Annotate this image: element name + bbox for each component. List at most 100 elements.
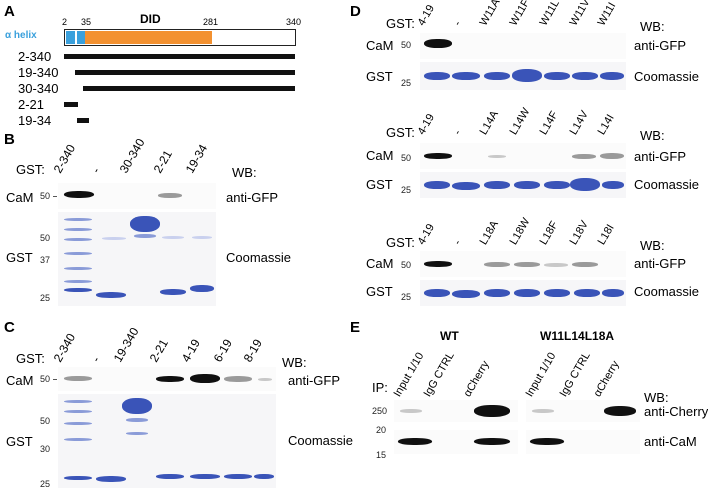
cam-band <box>424 261 452 267</box>
lane-b-5: 19-34 <box>182 141 211 176</box>
gel-band <box>122 398 152 414</box>
lane-d1-1: 4-19 <box>415 2 438 28</box>
mw-c-25: 25 <box>40 479 51 489</box>
cam-label-d3: CaM <box>366 256 394 271</box>
western-blot-c <box>58 367 276 391</box>
lane-b-3: 30-340 <box>116 136 148 176</box>
anti-gfp-label-d2: anti-GFP <box>634 149 687 164</box>
cam-band <box>474 438 510 445</box>
wt-label: WT <box>440 329 459 343</box>
gel-band <box>574 289 600 297</box>
gst-label-c: GST: <box>16 351 45 366</box>
gel-band <box>64 252 92 255</box>
gel-band <box>544 181 570 189</box>
gel-band <box>602 181 624 189</box>
cam-band <box>572 154 596 159</box>
lane-b-4: 2-21 <box>150 147 175 176</box>
mw-c-30: 30 <box>40 444 51 454</box>
lane-c-1: 2-340 <box>50 330 79 365</box>
construct-bar-2-340 <box>64 54 295 59</box>
gel-band <box>64 438 92 441</box>
gel-band <box>424 72 450 80</box>
did-label: DID <box>140 12 161 26</box>
coomassie-label-d1: Coomassie <box>634 69 700 84</box>
lane-d2-6: L14V <box>567 108 591 137</box>
mw-e-20: 20 <box>376 425 387 435</box>
lane-c-3: 19-340 <box>110 325 142 365</box>
cherry-band <box>604 406 636 416</box>
western-blot-d3 <box>420 251 626 277</box>
mw-tick <box>53 379 57 380</box>
lane-d2-1: 4-19 <box>415 111 438 137</box>
cam-band <box>484 262 510 267</box>
construct-2-340: 2-340 <box>18 49 52 64</box>
lane-e-left-2: IgG CTRL <box>421 350 457 399</box>
cam-label-d1: CaM <box>366 38 394 53</box>
blot-e-cam-mut <box>526 430 640 454</box>
gel-band <box>452 72 480 80</box>
cam-band <box>424 39 452 48</box>
wb-label-c: WB: <box>282 355 307 370</box>
lane-b-2: - <box>88 165 103 176</box>
anti-gfp-label-d3: anti-GFP <box>634 256 687 271</box>
lane-d1-5: W11L <box>537 0 562 28</box>
anti-gfp-label-d1: anti-GFP <box>634 38 687 53</box>
lane-d1-4: W11F <box>507 0 533 29</box>
mw-d3-25: 25 <box>401 292 412 302</box>
gel-band <box>570 178 600 191</box>
gel-band <box>96 476 126 482</box>
gel-band <box>190 474 220 479</box>
cam-band <box>156 376 184 382</box>
cam-band <box>158 193 182 198</box>
gel-band <box>96 292 126 298</box>
gel-band <box>162 236 184 239</box>
lane-c-7: 8-19 <box>240 336 265 365</box>
did-domain <box>85 31 212 44</box>
coomassie-gel-c <box>58 394 276 488</box>
construct-30-340: 30-340 <box>18 81 59 96</box>
gel-band <box>600 72 624 80</box>
gel-band <box>544 72 570 80</box>
panel-label-d: D <box>350 3 361 20</box>
gel-band <box>64 476 92 480</box>
coomassie-label-c: Coomassie <box>288 433 354 448</box>
lane-b-1: 2-340 <box>50 141 79 176</box>
mw-c-50-top: 50 <box>40 374 51 384</box>
lane-d3-1: 4-19 <box>415 221 438 247</box>
gst-label-b: GST: <box>16 162 45 177</box>
gel-band <box>64 238 92 241</box>
construct-bar-19-340 <box>75 70 295 75</box>
cam-band <box>398 438 432 445</box>
mw-d1-25: 25 <box>401 78 412 88</box>
construct-bar-19-34 <box>77 118 89 123</box>
lane-d2-2: - <box>451 127 464 137</box>
gel-band <box>544 289 570 297</box>
gel-band <box>64 288 92 292</box>
gel-band <box>64 400 92 403</box>
lane-e-right-2: IgG CTRL <box>557 350 593 399</box>
lane-e-left-3: αCherry <box>461 358 492 399</box>
gst-label-d3: GST: <box>386 235 415 250</box>
panel-label-c: C <box>4 319 15 336</box>
gel-band <box>64 280 92 283</box>
panel-label-e: E <box>350 319 361 336</box>
construct-19-340: 19-340 <box>18 65 59 80</box>
domain-diagram <box>64 29 296 46</box>
gst-row-label-d3: GST <box>366 284 393 299</box>
lane-d2-7: L14I <box>595 112 617 137</box>
mw-e-15: 15 <box>376 450 387 460</box>
construct-19-34: 19-34 <box>18 113 52 128</box>
wb-label-d1: WB: <box>640 19 665 34</box>
position-35: 35 <box>81 17 92 27</box>
western-blot-d1 <box>420 33 626 59</box>
cherry-band <box>474 405 510 417</box>
anti-gfp-label-c: anti-GFP <box>288 373 341 388</box>
lane-d3-6: L18V <box>567 218 591 247</box>
cam-band <box>190 374 220 383</box>
cherry-band <box>532 409 554 413</box>
gel-band <box>424 289 450 297</box>
mw-c-50: 50 <box>40 416 51 426</box>
cam-label-c: CaM <box>6 373 34 388</box>
mw-d3-50: 50 <box>401 260 412 270</box>
cam-band <box>64 376 92 381</box>
